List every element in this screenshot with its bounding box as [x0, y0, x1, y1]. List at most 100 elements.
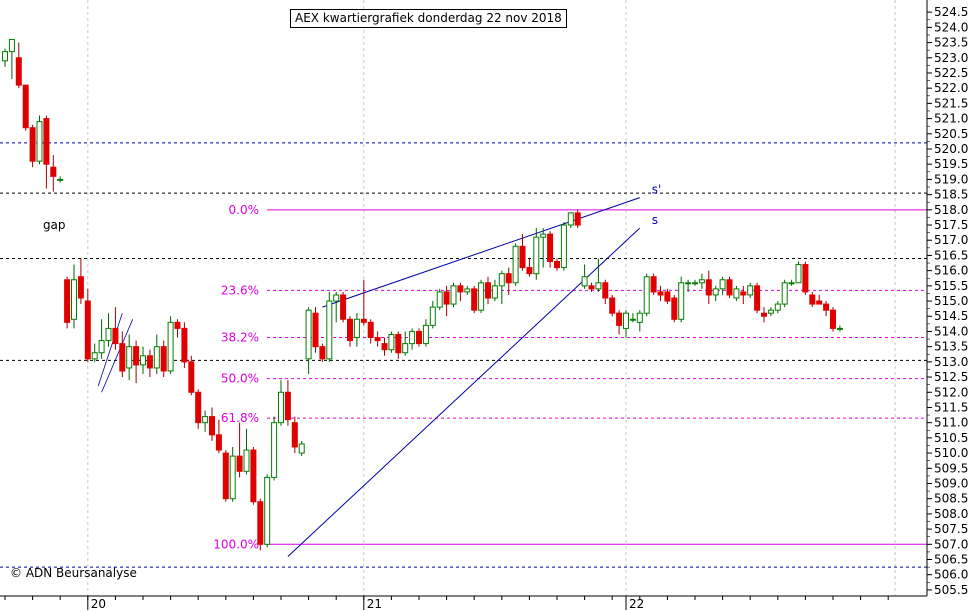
- candle-body: [761, 312, 767, 317]
- y-tick-label: 509.0: [934, 476, 968, 490]
- candle-body: [181, 327, 188, 363]
- candle-body: [526, 267, 533, 275]
- candle-body: [795, 264, 802, 284]
- candle-body: [823, 303, 830, 311]
- candle-body: [416, 330, 422, 345]
- candle-body: [616, 312, 623, 326]
- candle-body: [733, 288, 740, 299]
- candle-body: [167, 321, 174, 372]
- y-tick-label: 519.0: [934, 172, 968, 186]
- y-tick-label: 523.5: [934, 36, 968, 50]
- y-tick-label: 524.0: [934, 20, 968, 34]
- copyright-label: © ADN Beursanalyse: [10, 566, 137, 580]
- candle-body: [174, 321, 181, 329]
- candle-body: [140, 355, 146, 366]
- candles: [2, 39, 843, 551]
- y-tick-label: 517.5: [934, 218, 968, 232]
- candle-body: [57, 178, 64, 181]
- candle-body: [602, 282, 609, 299]
- candle-body: [257, 501, 264, 545]
- trendlines: s' s: [97, 183, 662, 557]
- candle-body: [36, 121, 43, 162]
- candle-body: [29, 127, 36, 162]
- candle-body: [388, 333, 395, 351]
- candle-body: [554, 261, 560, 269]
- candle-body: [112, 327, 119, 345]
- y-tick-label: 506.0: [934, 568, 968, 582]
- candle-body: [588, 285, 595, 290]
- y-tick-label: 523.0: [934, 51, 968, 65]
- candle-body: [623, 312, 629, 329]
- candle-body: [50, 166, 57, 177]
- y-tick-label: 508.0: [934, 507, 968, 521]
- candle-body: [705, 279, 712, 296]
- y-tick-label: 510.5: [934, 431, 968, 445]
- candle-body: [671, 297, 678, 320]
- candle-body: [195, 391, 202, 424]
- candle-body: [202, 416, 209, 424]
- candle-body: [581, 276, 588, 287]
- candle-body: [657, 291, 664, 296]
- y-tick-label: 521.0: [934, 112, 968, 126]
- candle-body: [664, 291, 671, 302]
- y-tick-label: 524.5: [934, 5, 968, 19]
- candle-body: [505, 273, 512, 284]
- candle-body: [291, 422, 298, 448]
- candle-body: [422, 324, 429, 345]
- y-tick-label: 516.5: [934, 248, 968, 262]
- candle-body: [229, 455, 236, 500]
- candle-body: [305, 309, 312, 360]
- candle-body: [71, 279, 77, 320]
- candle-body: [767, 309, 774, 314]
- trendline: [322, 197, 640, 308]
- y-tick-label: 521.5: [934, 96, 968, 110]
- candle-body: [153, 346, 160, 369]
- y-tick-label: 519.5: [934, 157, 968, 171]
- candle-body: [471, 288, 478, 311]
- candle-body: [22, 84, 29, 129]
- fib-level-label: 0.0%: [229, 203, 260, 217]
- candle-body: [409, 330, 416, 345]
- fibonacci-levels: 0.0% 23.6% 38.2% 50.0% 61.8% 100.0%: [213, 203, 927, 551]
- fib-level-label: 23.6%: [221, 283, 259, 297]
- grid-lines: [87, 0, 896, 596]
- candle-body: [222, 452, 229, 500]
- candle-body: [436, 291, 443, 308]
- candle-body: [643, 276, 650, 314]
- y-tick-label: 507.5: [934, 522, 968, 536]
- y-tick-label: 514.5: [934, 309, 968, 323]
- candle-body: [830, 309, 836, 329]
- candle-body: [809, 294, 816, 305]
- x-tick-label: 22: [629, 597, 644, 611]
- y-tick-label: 520.0: [934, 142, 968, 156]
- candle-body: [278, 391, 284, 424]
- candle-body: [816, 300, 823, 305]
- candle-body: [747, 285, 754, 296]
- candle-body: [595, 282, 602, 290]
- candle-body: [629, 318, 636, 321]
- candle-body: [298, 443, 305, 454]
- candle-body: [360, 318, 367, 323]
- chart-annotation: gap: [43, 218, 66, 232]
- y-tick-label: 518.5: [934, 188, 968, 202]
- candle-body: [209, 416, 215, 436]
- candle-body: [250, 449, 257, 503]
- fib-level-label: 61.8%: [221, 411, 259, 425]
- y-tick-label: 507.0: [934, 537, 968, 551]
- y-tick-label: 506.5: [934, 553, 968, 567]
- trendline-label: s': [652, 183, 662, 197]
- candle-body: [754, 285, 761, 311]
- y-tick-label: 517.0: [934, 233, 968, 247]
- candle-body: [347, 318, 353, 342]
- candle-body: [478, 282, 485, 311]
- y-tick-label: 508.5: [934, 492, 968, 506]
- y-tick-label: 522.5: [934, 66, 968, 80]
- candle-body: [636, 312, 643, 323]
- candle-body: [326, 300, 333, 360]
- candle-body: [429, 306, 436, 326]
- candle-body: [574, 212, 581, 226]
- candle-body: [740, 291, 747, 296]
- candle-body: [836, 327, 843, 330]
- trendline-label: s: [652, 213, 658, 227]
